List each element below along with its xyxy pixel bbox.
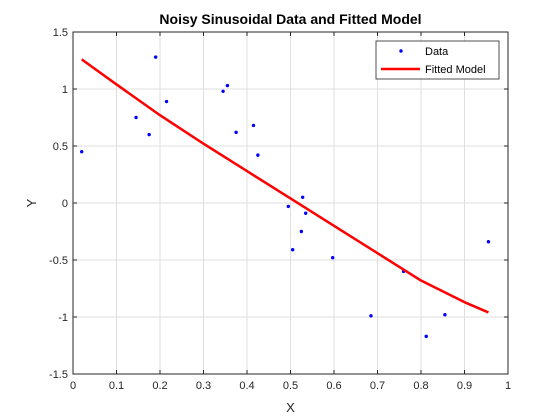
legend-data-label: Data: [425, 46, 449, 58]
data-point: [225, 83, 230, 88]
data-point: [424, 334, 428, 339]
data-point: [369, 314, 373, 318]
chart-title: Noisy Sinusoidal Data and Fitted Model: [159, 11, 421, 27]
data-point: [486, 240, 491, 244]
x-tick-label: 0.5: [283, 380, 298, 392]
x-tick-label: 0.8: [413, 380, 428, 392]
data-point: [443, 313, 447, 317]
fitted-model-line: [80, 58, 489, 314]
legend: Data Fitted Model: [375, 40, 500, 80]
x-tick-label: 0.7: [370, 380, 385, 392]
data-point: [164, 99, 169, 104]
data-point: [251, 123, 256, 128]
y-tick-label: -1.5: [49, 369, 68, 381]
x-tick-label: 0.4: [239, 380, 254, 392]
x-tick-label: 1: [505, 380, 511, 392]
data-point: [234, 130, 238, 135]
data-point: [80, 150, 84, 154]
y-tick-label: -0.5: [49, 255, 68, 267]
axis-tick-labels: 0 0.1 0.2 0.3 0.4 0.5 0.6 0.7 0.8 0.9 1 -1.5 -1 -0.5 0…: [49, 27, 511, 392]
series: [80, 55, 491, 339]
y-tick-label: 1: [62, 84, 68, 96]
data-point: [221, 89, 225, 93]
data-point: [134, 115, 138, 120]
y-tick-label: -1: [58, 312, 68, 324]
data-point: [299, 229, 304, 234]
data-point: [286, 204, 291, 209]
grid: [72, 31, 509, 375]
x-tick-label: 0.1: [109, 380, 124, 392]
legend-box: [375, 40, 500, 80]
data-point: [330, 256, 335, 260]
y-tick-label: 0: [62, 198, 68, 210]
y-tick-label: 0.5: [53, 141, 68, 153]
x-tick-label: 0.3: [196, 380, 211, 392]
x-axis-label: X: [286, 400, 295, 415]
data-point: [147, 132, 151, 137]
legend-data-marker: [399, 49, 403, 53]
data-point: [256, 153, 260, 157]
legend-fitted-model-label: Fitted Model: [425, 64, 486, 76]
x-tick-label: 0.6: [326, 380, 341, 392]
y-tick-label: 1.5: [53, 27, 68, 39]
data-point: [153, 55, 158, 59]
data-point: [300, 195, 305, 199]
data-point: [304, 211, 308, 215]
data-point: [290, 248, 295, 252]
x-tick-label: 0: [70, 380, 76, 392]
x-tick-label: 0.9: [457, 380, 472, 392]
x-tick-label: 0.2: [152, 380, 167, 392]
axis-ticks: [72, 31, 509, 375]
y-axis-label: Y: [24, 198, 39, 207]
